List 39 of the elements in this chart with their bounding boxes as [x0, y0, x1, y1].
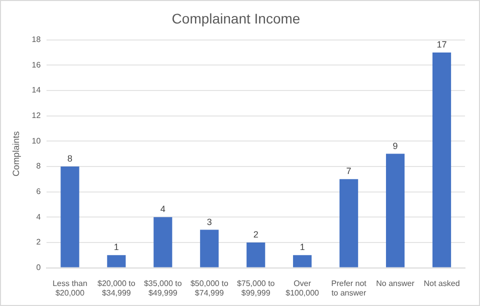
- bar: [340, 179, 358, 268]
- bar: [432, 52, 452, 268]
- data-label: 1: [114, 242, 119, 252]
- data-label: 1: [300, 242, 305, 252]
- data-label: 9: [392, 140, 398, 151]
- bar: [293, 255, 312, 268]
- x-tick-label: Less than $20,000: [52, 278, 88, 298]
- x-tick-label: $35,000 to $49,999: [144, 278, 182, 298]
- y-tick-label: 8: [36, 162, 42, 171]
- x-tick-label: $20,000 to $34,999: [98, 278, 136, 298]
- bar: [246, 242, 266, 268]
- y-tick-label: 10: [32, 136, 42, 146]
- chart-title: Complainant Income: [172, 10, 300, 26]
- bar: [107, 255, 126, 268]
- y-tick-label: 12: [32, 111, 42, 120]
- y-tick-label: 6: [36, 187, 42, 196]
- x-tick-label: $50,000 to $74,999: [190, 278, 229, 298]
- data-label: 8: [67, 153, 72, 164]
- x-tick-label: Prefer not to answer: [331, 278, 368, 298]
- data-label: 2: [253, 229, 258, 240]
- data-label: 17: [436, 39, 447, 50]
- y-tick-label: 4: [36, 212, 42, 222]
- x-tick-label: $75,000 to $99,999: [236, 278, 276, 298]
- bar: [200, 230, 219, 268]
- y-tick-label: 14: [32, 86, 42, 95]
- data-label: 4: [160, 204, 166, 214]
- data-label: 7: [346, 166, 352, 176]
- data-label: 3: [206, 216, 212, 227]
- y-tick-label: 0: [36, 263, 42, 272]
- y-tick-label: 18: [32, 35, 42, 44]
- bar: [60, 166, 80, 268]
- x-tick-label: No answer: [376, 278, 415, 288]
- x-tick-label: Not asked: [424, 278, 460, 288]
- y-tick-label: 16: [32, 60, 42, 70]
- x-tick-label: Over $100,000: [286, 278, 320, 298]
- y-tick-label: 2: [36, 238, 42, 247]
- y-axis-title: Complaints: [10, 130, 21, 176]
- bar: [386, 154, 405, 268]
- bar: [154, 217, 172, 268]
